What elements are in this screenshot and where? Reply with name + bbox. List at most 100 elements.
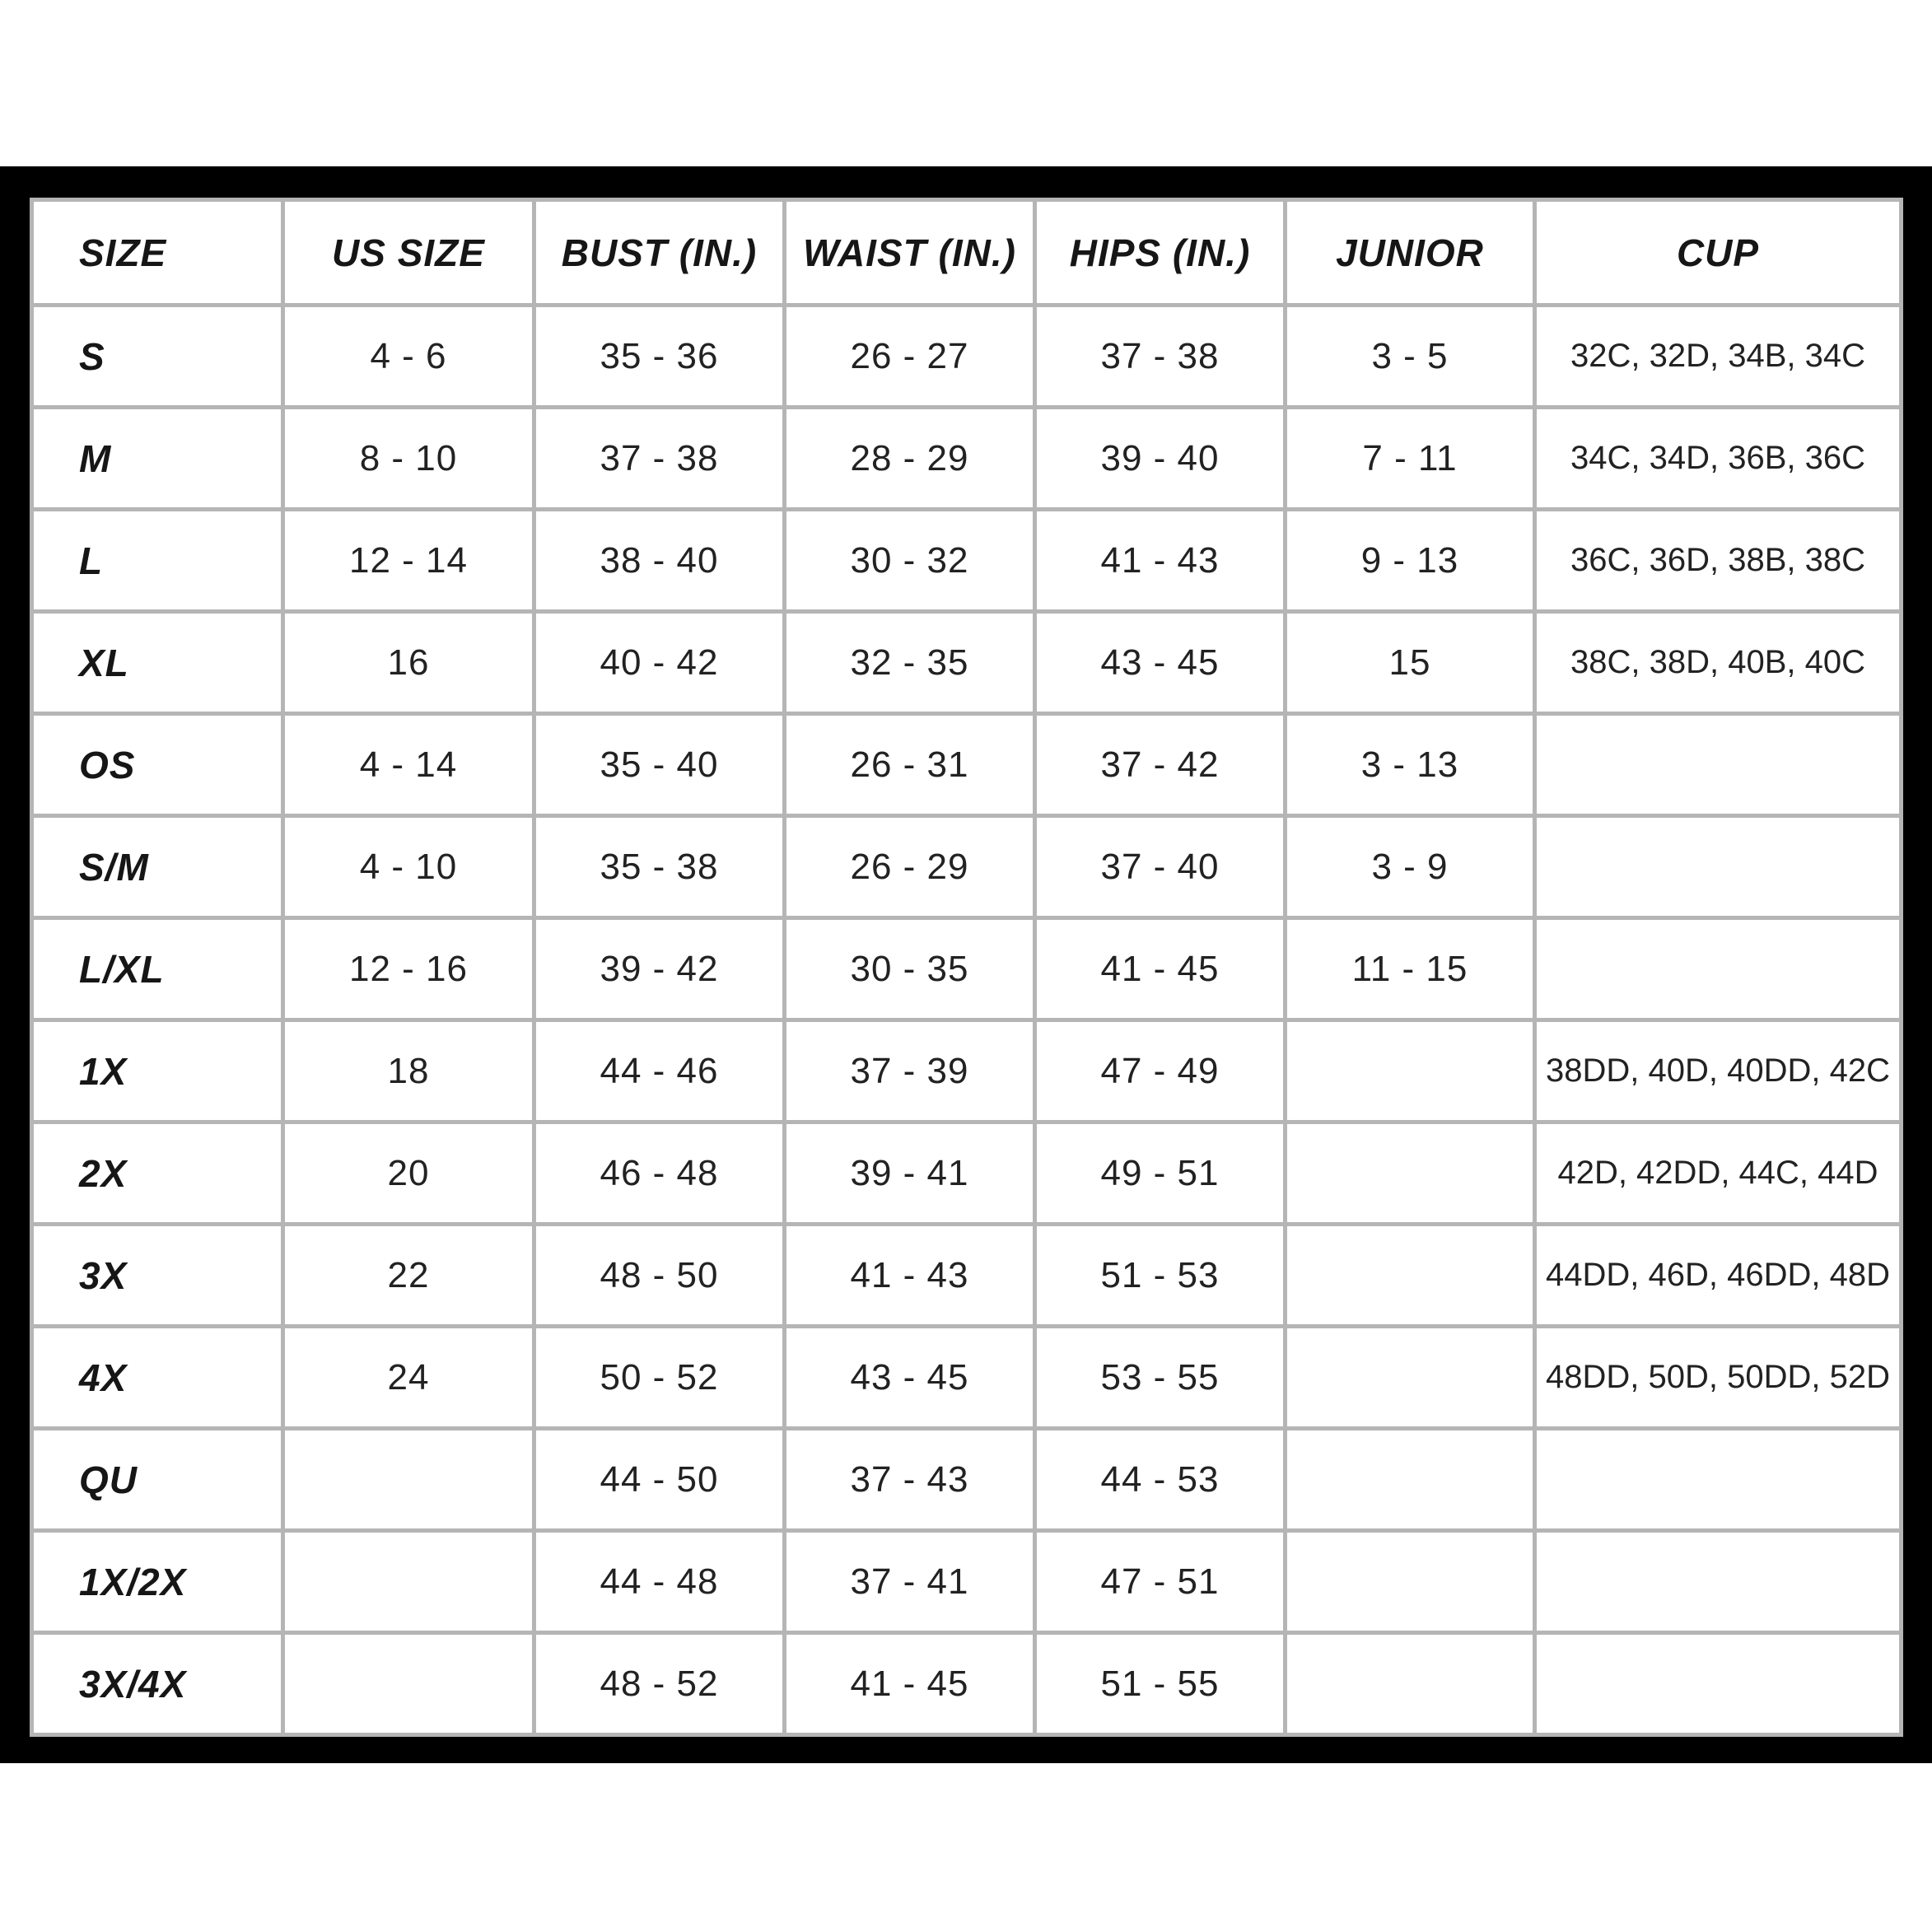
data-cell (281, 1631, 536, 1737)
data-cell: 8 - 10 (281, 405, 536, 511)
data-cell: 44 - 46 (532, 1018, 786, 1124)
data-cell: 41 - 45 (1033, 916, 1287, 1022)
row-label-cell: L/XL (30, 916, 285, 1022)
table-row: XL 16 40 - 42 32 - 35 43 - 45 15 38C, 38D, 40B… (30, 609, 1903, 716)
table-row: OS 4 - 14 35 - 40 26 - 31 37 - 42 3 - 13 (30, 712, 1903, 818)
column-header: BUST (IN.) (532, 198, 786, 307)
data-cell: 49 - 51 (1033, 1120, 1287, 1226)
data-cell: 28 - 29 (782, 405, 1037, 511)
row-label-cell: M (30, 405, 285, 511)
cup-cell: 48DD, 50D, 50DD, 52D (1533, 1324, 1903, 1430)
data-cell: 44 - 50 (532, 1426, 786, 1533)
row-label-cell: OS (30, 712, 285, 818)
data-cell: 32 - 35 (782, 609, 1037, 716)
data-cell: 35 - 36 (532, 303, 786, 409)
data-cell: 35 - 40 (532, 712, 786, 818)
data-cell: 48 - 50 (532, 1222, 786, 1328)
data-cell (1283, 1426, 1537, 1533)
data-cell (281, 1426, 536, 1533)
row-label-cell: QU (30, 1426, 285, 1533)
data-cell: 4 - 10 (281, 814, 536, 920)
row-label-cell: S/M (30, 814, 285, 920)
data-cell: 47 - 49 (1033, 1018, 1287, 1124)
data-cell: 37 - 43 (782, 1426, 1037, 1533)
cup-cell: 36C, 36D, 38B, 38C (1533, 507, 1903, 614)
cup-cell (1533, 712, 1903, 818)
data-cell: 15 (1283, 609, 1537, 716)
cup-cell: 44DD, 46D, 46DD, 48D (1533, 1222, 1903, 1328)
table-row: 1X/2X 44 - 48 37 - 41 47 - 51 (30, 1528, 1903, 1635)
data-cell: 35 - 38 (532, 814, 786, 920)
table-row: L/XL 12 - 16 39 - 42 30 - 35 41 - 45 11 - 15 (30, 916, 1903, 1022)
data-cell: 44 - 53 (1033, 1426, 1287, 1533)
data-cell: 3 - 13 (1283, 712, 1537, 818)
data-cell: 30 - 35 (782, 916, 1037, 1022)
data-cell: 18 (281, 1018, 536, 1124)
data-cell: 44 - 48 (532, 1528, 786, 1635)
data-cell: 51 - 55 (1033, 1631, 1287, 1737)
size-chart-table: SIZE US SIZE BUST (IN.) WAIST (IN.) HIPS (IN… (30, 198, 1903, 1737)
column-header: HIPS (IN.) (1033, 198, 1287, 307)
data-cell (1283, 1631, 1537, 1737)
data-cell: 4 - 6 (281, 303, 536, 409)
data-cell: 53 - 55 (1033, 1324, 1287, 1430)
data-cell: 48 - 52 (532, 1631, 786, 1737)
data-cell (1283, 1120, 1537, 1226)
data-cell (1283, 1222, 1537, 1328)
row-label-cell: 4X (30, 1324, 285, 1430)
cup-cell: 38DD, 40D, 40DD, 42C (1533, 1018, 1903, 1124)
table-row: S/M 4 - 10 35 - 38 26 - 29 37 - 40 3 - 9 (30, 814, 1903, 920)
data-cell: 16 (281, 609, 536, 716)
data-cell: 41 - 45 (782, 1631, 1037, 1737)
cup-cell: 42D, 42DD, 44C, 44D (1533, 1120, 1903, 1226)
data-cell (1283, 1324, 1537, 1430)
table-header-row: SIZE US SIZE BUST (IN.) WAIST (IN.) HIPS (IN… (30, 198, 1903, 307)
row-label-cell: 3X (30, 1222, 285, 1328)
row-label-cell: 2X (30, 1120, 285, 1226)
data-cell: 41 - 43 (1033, 507, 1287, 614)
data-cell: 22 (281, 1222, 536, 1328)
data-cell: 24 (281, 1324, 536, 1430)
data-cell: 38 - 40 (532, 507, 786, 614)
data-cell: 20 (281, 1120, 536, 1226)
data-cell: 3 - 5 (1283, 303, 1537, 409)
column-header: US SIZE (281, 198, 536, 307)
data-cell: 43 - 45 (1033, 609, 1287, 716)
data-cell: 39 - 42 (532, 916, 786, 1022)
data-cell: 37 - 38 (532, 405, 786, 511)
data-cell: 39 - 41 (782, 1120, 1037, 1226)
data-cell: 51 - 53 (1033, 1222, 1287, 1328)
column-header: WAIST (IN.) (782, 198, 1037, 307)
data-cell: 11 - 15 (1283, 916, 1537, 1022)
data-cell: 26 - 27 (782, 303, 1037, 409)
cup-cell: 34C, 34D, 36B, 36C (1533, 405, 1903, 511)
data-cell: 12 - 14 (281, 507, 536, 614)
data-cell: 37 - 39 (782, 1018, 1037, 1124)
row-label-cell: 1X/2X (30, 1528, 285, 1635)
cup-cell (1533, 1528, 1903, 1635)
data-cell: 30 - 32 (782, 507, 1037, 614)
row-label-cell: L (30, 507, 285, 614)
cup-cell (1533, 814, 1903, 920)
data-cell: 43 - 45 (782, 1324, 1037, 1430)
data-cell: 37 - 40 (1033, 814, 1287, 920)
data-cell: 26 - 29 (782, 814, 1037, 920)
cup-cell: 38C, 38D, 40B, 40C (1533, 609, 1903, 716)
table-row: 1X 18 44 - 46 37 - 39 47 - 49 38DD, 40D, 40DD… (30, 1018, 1903, 1124)
data-cell: 37 - 41 (782, 1528, 1037, 1635)
data-cell: 3 - 9 (1283, 814, 1537, 920)
cup-cell: 32C, 32D, 34B, 34C (1533, 303, 1903, 409)
cup-cell (1533, 916, 1903, 1022)
data-cell: 7 - 11 (1283, 405, 1537, 511)
data-cell: 37 - 38 (1033, 303, 1287, 409)
row-label-cell: 1X (30, 1018, 285, 1124)
data-cell (281, 1528, 536, 1635)
row-label-cell: XL (30, 609, 285, 716)
data-cell: 50 - 52 (532, 1324, 786, 1430)
table-row: 3X 22 48 - 50 41 - 43 51 - 53 44DD, 46D, 46DD… (30, 1222, 1903, 1328)
data-cell: 37 - 42 (1033, 712, 1287, 818)
column-header: CUP (1533, 198, 1903, 307)
column-header: SIZE (30, 198, 285, 307)
row-label-cell: 3X/4X (30, 1631, 285, 1737)
